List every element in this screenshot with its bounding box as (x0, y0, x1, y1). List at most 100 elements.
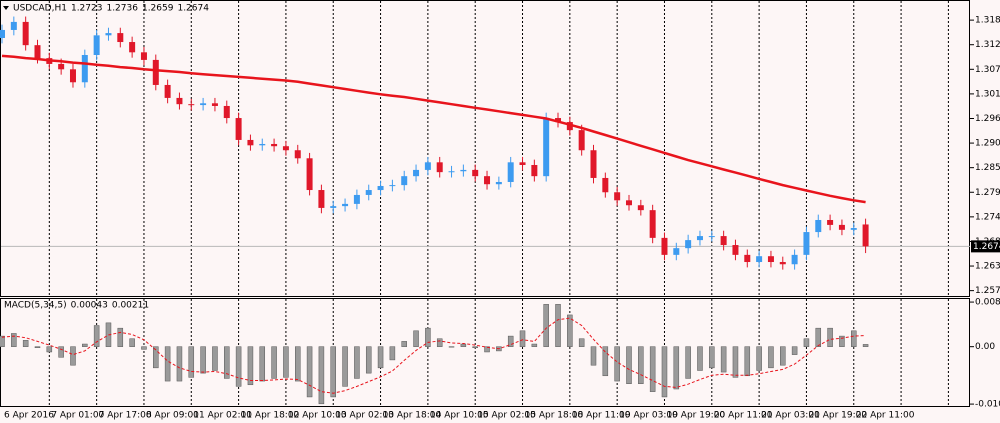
candle-body (803, 232, 810, 255)
macd-bar (780, 346, 786, 366)
candle-body (578, 130, 585, 151)
macd-bar (389, 346, 396, 361)
y-tick-label: 1.3180 (975, 16, 1000, 26)
candle-body (424, 162, 431, 170)
macd-bar (555, 304, 561, 347)
candle-body (838, 224, 845, 230)
candle-body (140, 52, 147, 60)
candle-body (744, 254, 751, 263)
candle-body (614, 192, 621, 201)
macd-bar (0, 335, 5, 347)
candle-body (0, 29, 5, 39)
y-tick-label: 1.2740 (975, 212, 1000, 222)
x-tick-label: 7 Apr 17:00 (99, 411, 152, 421)
candle-body (661, 237, 668, 255)
candle-body (708, 236, 715, 238)
macd-bar (259, 346, 266, 382)
macd-bar (744, 346, 751, 377)
candle-body (484, 176, 491, 185)
x-tick-label: 19 Apr 19:00 (666, 411, 725, 421)
candle-body (436, 162, 443, 173)
candle-body (519, 162, 526, 165)
candle-body (330, 206, 337, 208)
macd-bar (22, 340, 29, 347)
current-price-box (971, 240, 1000, 253)
x-tick-label: 8 Apr 09:00 (146, 411, 199, 421)
macd-bar (93, 325, 100, 347)
candle-body (271, 143, 278, 147)
header-high: 1.2736 (106, 4, 138, 14)
labels: 1.3180 1.3125 1.3070 1.3015 1.2960 1.2905 1.28… (4, 4, 1000, 421)
macd-bar (709, 346, 715, 369)
candle-body (732, 245, 739, 255)
header-low: 1.2659 (142, 4, 174, 14)
macd-bar (330, 346, 336, 398)
macd-bar (815, 327, 822, 347)
macd-bar (235, 346, 242, 387)
header-open: 1.2723 (71, 4, 103, 14)
candle-body (566, 122, 573, 131)
macd-bar (720, 346, 727, 373)
x-tick-label: 15 Apr 02:00 (477, 411, 536, 421)
macd-bar (567, 314, 573, 347)
macd-bar (732, 346, 739, 378)
candle-body (342, 203, 349, 207)
macd-bar (271, 346, 277, 379)
x-tick-label: 11 Apr 02:00 (193, 411, 252, 421)
macd-bar (827, 327, 833, 347)
macd-bar (614, 346, 620, 382)
macd-bar (507, 335, 514, 347)
candle-body (129, 42, 136, 53)
signal-line (1, 317, 866, 394)
plot (0, 16, 869, 405)
candle-body (827, 219, 834, 225)
macd-bar (460, 343, 467, 347)
macd-bar (342, 346, 348, 387)
macd-bar (129, 338, 135, 347)
macd-bar (543, 304, 549, 347)
x-tick-label: 20 Apr 11:00 (714, 411, 773, 421)
current-price-label: 1.2674 (973, 242, 1000, 252)
signal-value: 0.00211 (112, 301, 149, 311)
candle-body (543, 118, 550, 177)
macd-bar (141, 346, 147, 350)
menu-arrow (3, 6, 9, 10)
candle-body (401, 176, 408, 186)
y-tick-label: 1.2960 (975, 114, 1000, 124)
candle-body (531, 164, 538, 177)
macd-bar (697, 346, 703, 371)
header-close: 1.2674 (177, 4, 209, 14)
y-tick-label: 0.00843 (975, 298, 1000, 308)
x-tick-label: 7 Apr 01:00 (51, 411, 104, 421)
chart-title: USDCAD,H1 (13, 4, 67, 14)
y-tick-label: 1.3125 (975, 40, 1000, 50)
candle-body (247, 139, 254, 146)
macd-bar (283, 346, 289, 378)
candle-body (685, 240, 692, 249)
candle-body (306, 158, 313, 191)
candle-body (720, 236, 727, 246)
macd-bar (176, 346, 183, 382)
macd-bar (413, 330, 419, 347)
candle-body (69, 69, 76, 83)
candle-body (81, 54, 88, 83)
macd-bar (82, 343, 88, 347)
candle-body (495, 181, 502, 185)
candle-body (211, 103, 218, 106)
macd-bar (851, 330, 857, 347)
x-tick-label: 6 Apr 2016 (4, 411, 54, 421)
candle-body (318, 190, 325, 208)
candle-body (176, 97, 183, 105)
x-tick-label: 21 Apr 03:00 (761, 411, 820, 421)
macd-bar (46, 346, 53, 353)
candle-body (767, 256, 774, 263)
candle-body (353, 194, 360, 204)
candle-body (22, 21, 29, 46)
candle-body (235, 118, 242, 140)
x-tick-label: 14 Apr 10:00 (430, 411, 489, 421)
macd-bar (153, 346, 159, 369)
x-tick-label: 11 Apr 18:00 (241, 411, 300, 421)
macd-bar (306, 346, 313, 398)
macd-bar (401, 341, 407, 347)
